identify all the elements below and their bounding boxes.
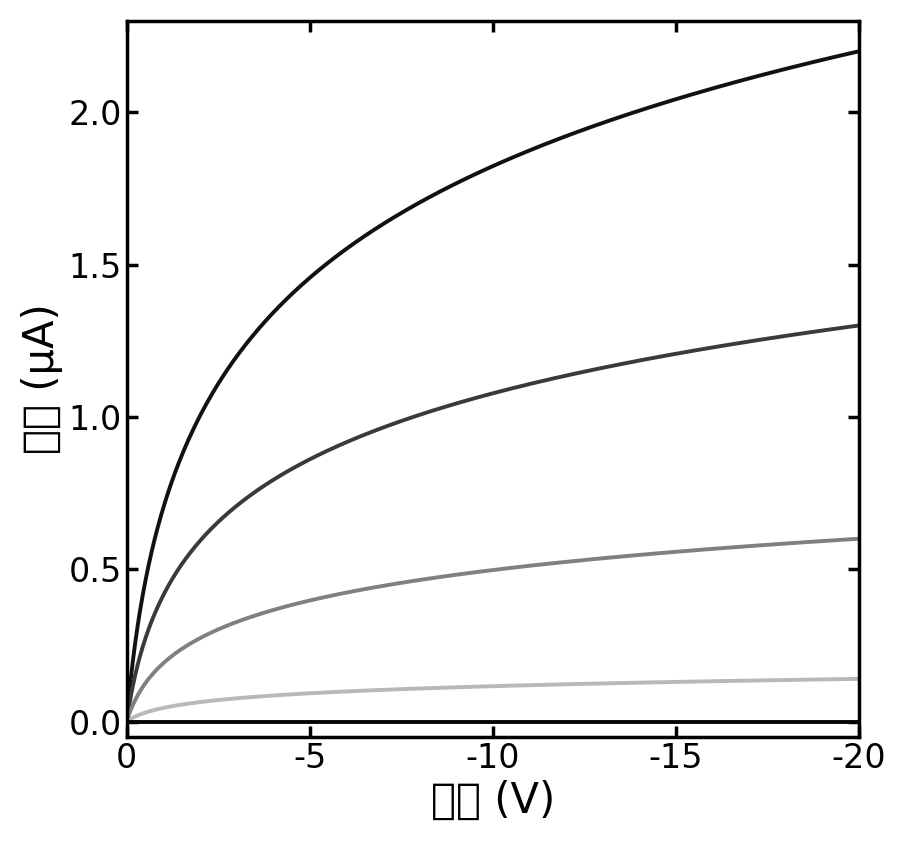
X-axis label: 棵压 (V): 棵压 (V) bbox=[431, 780, 555, 822]
Y-axis label: 电流 (μA): 电流 (μA) bbox=[21, 303, 63, 454]
